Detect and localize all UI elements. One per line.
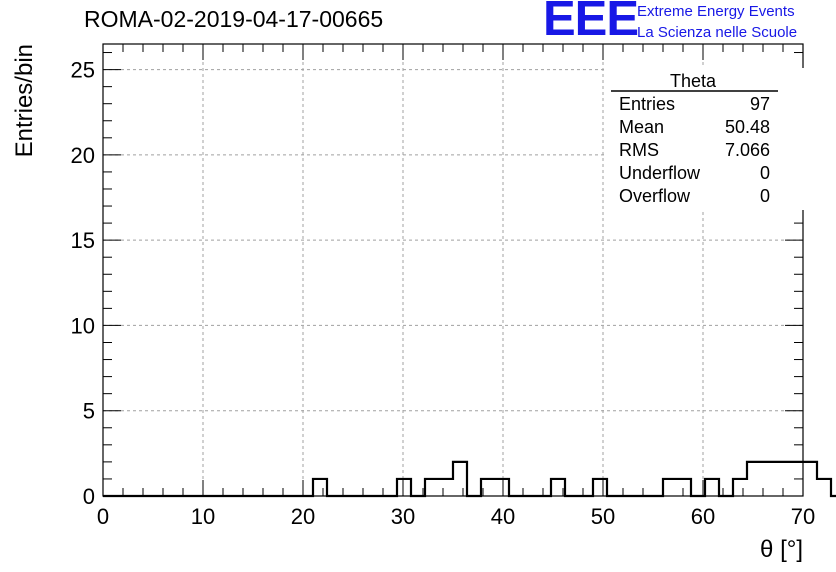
org-name-line1: Extreme Energy Events [637,3,795,20]
stats-box-title: Theta [670,71,717,91]
x-tick-label: 60 [691,504,715,529]
x-tick-label: 10 [191,504,215,529]
y-axis-label: Entries/bin [11,44,38,157]
y-tick-label: 10 [71,313,95,338]
stats-row-value: 7.066 [725,140,770,160]
x-tick-label: 70 [791,504,815,529]
y-tick-label: 25 [71,58,95,83]
stats-row-value: 97 [750,94,770,114]
x-axis-label: θ [°] [760,536,803,563]
stats-row-value: 0 [760,163,770,183]
y-tick-label: 5 [83,399,95,424]
x-tick-label: 0 [97,504,109,529]
x-tick-label: 50 [591,504,615,529]
y-tick-label: 15 [71,228,95,253]
stats-row-label: Mean [619,117,664,137]
stats-row-value: 0 [760,186,770,206]
y-tick-label: 20 [71,143,95,168]
chart-title: ROMA-02-2019-04-17-00665 [84,6,384,32]
stats-row-label: Overflow [619,186,691,206]
eee-logo: EEE [543,0,639,46]
org-name-line2: La Scienza nelle Scuole [637,24,798,41]
histogram-line [103,460,836,498]
plot-frame [102,43,804,497]
x-tick-label: 30 [391,504,415,529]
x-tick-label: 20 [291,504,315,529]
y-tick-label: 0 [83,484,95,509]
stats-row-label: Entries [619,94,675,114]
x-tick-label: 40 [491,504,515,529]
stats-row-label: RMS [619,140,659,160]
stats-row-label: Underflow [619,163,701,183]
stats-row-value: 50.48 [725,117,770,137]
